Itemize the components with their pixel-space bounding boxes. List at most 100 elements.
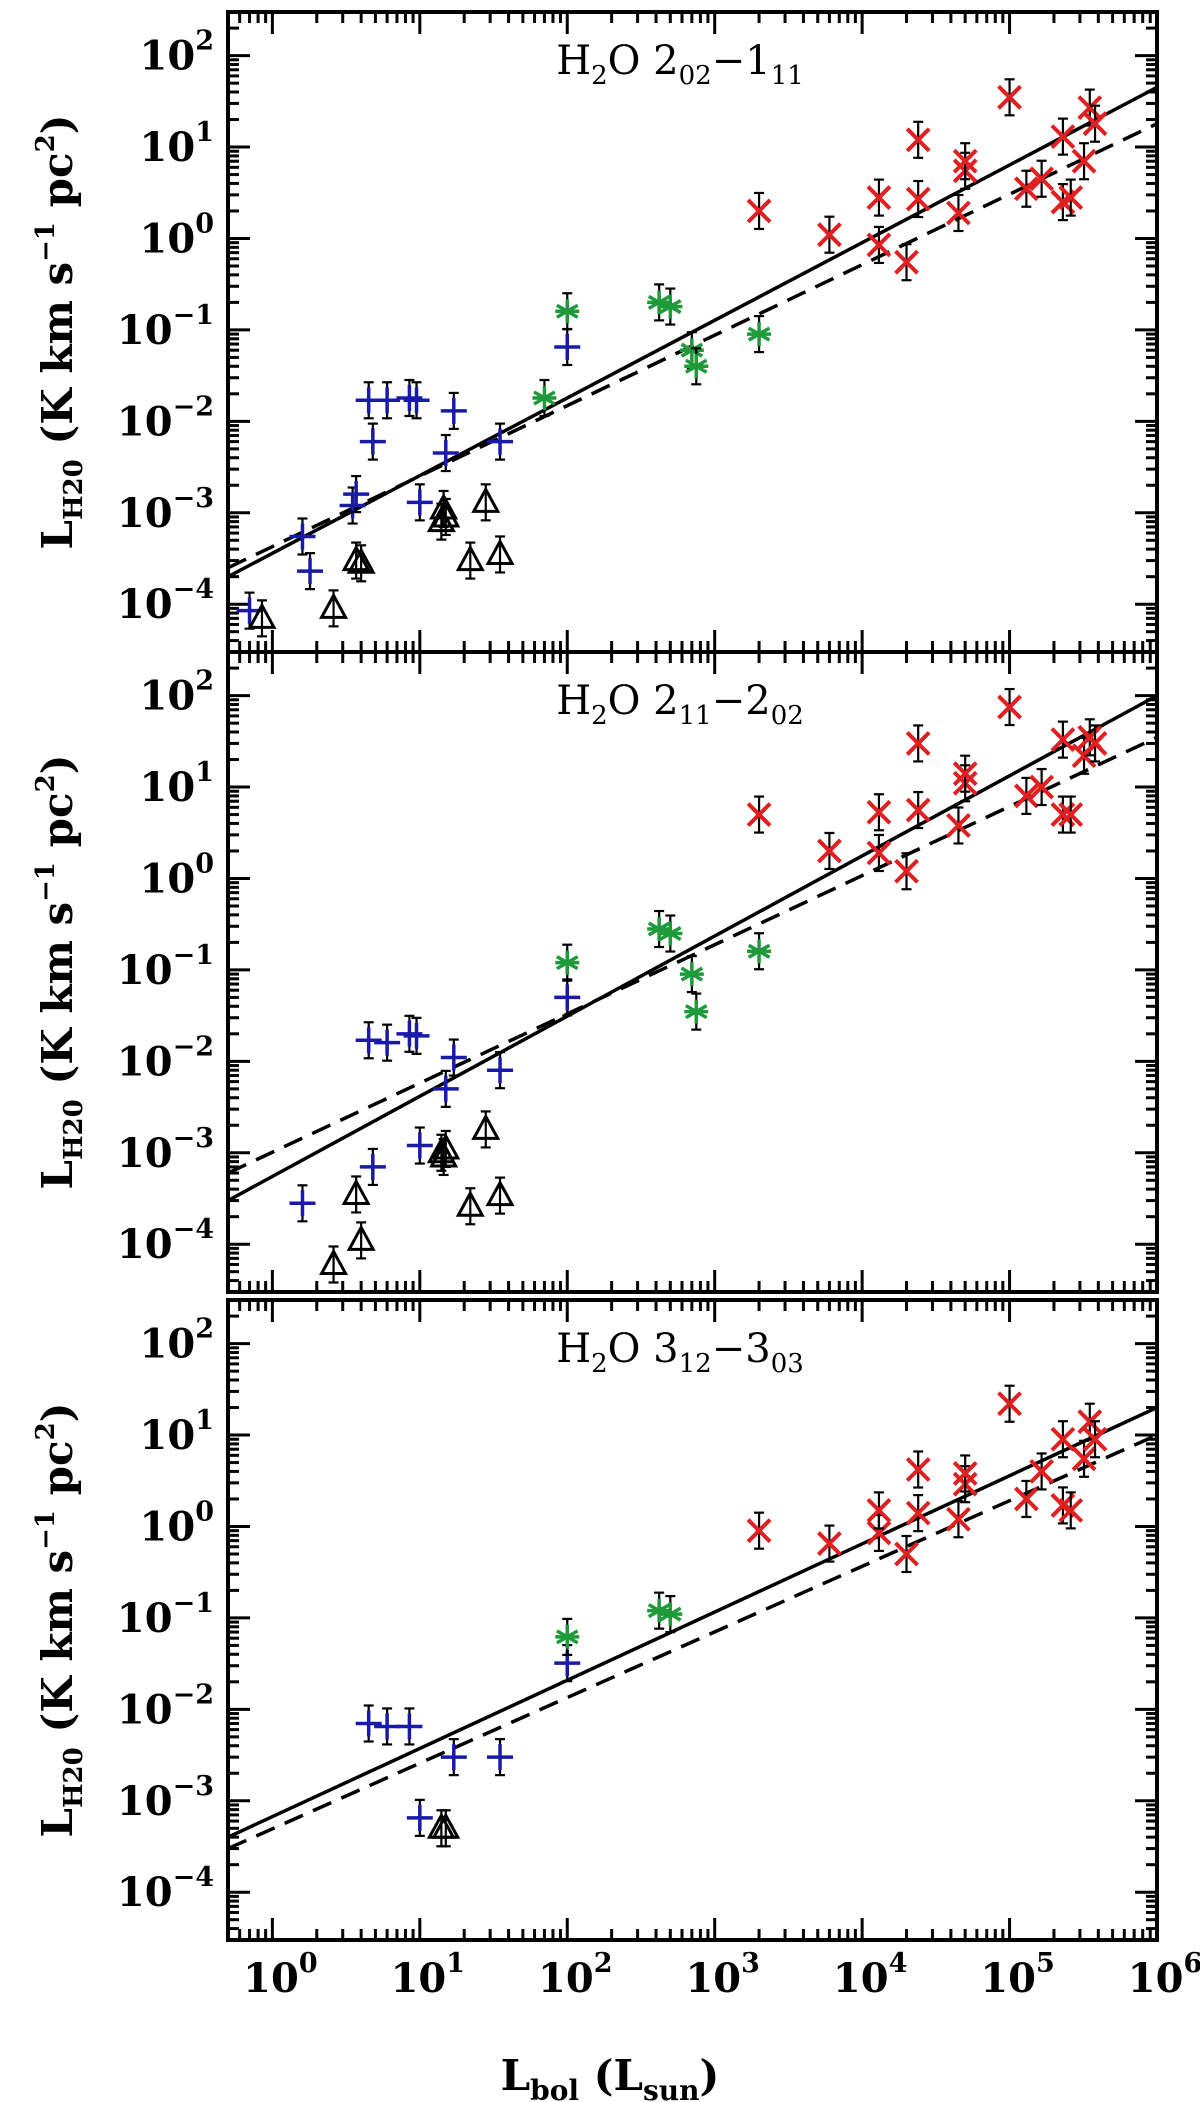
point-black-triangle xyxy=(431,497,461,537)
point-red-cross xyxy=(1082,1420,1108,1459)
fit-lines xyxy=(228,1405,1157,1851)
series-black-triangle xyxy=(319,1110,515,1284)
point-red-cross xyxy=(946,193,971,233)
point-red-cross xyxy=(746,191,772,231)
x-tick-label: 104 xyxy=(833,1948,907,2002)
point-red-cross xyxy=(1071,142,1097,181)
point-blue-plus xyxy=(487,1738,514,1777)
point-black-triangle xyxy=(247,599,277,638)
point-blue-plus xyxy=(289,1184,316,1223)
point-red-cross xyxy=(1050,1420,1076,1459)
point-blue-plus xyxy=(355,1021,382,1060)
point-red-cross xyxy=(905,1494,931,1533)
cross-marker xyxy=(997,1391,1022,1417)
point-red-cross xyxy=(894,1534,919,1574)
cross-marker xyxy=(1013,176,1039,202)
point-blue-plus xyxy=(297,552,324,591)
y-tick-label: 10−1 xyxy=(117,300,214,354)
point-green-asterisk xyxy=(647,283,672,322)
point-red-cross xyxy=(1058,795,1084,834)
point-black-triangle xyxy=(431,1129,461,1169)
y-tick-label: 102 xyxy=(140,1314,214,1368)
cross-marker xyxy=(1071,148,1097,174)
point-black-triangle xyxy=(319,589,349,628)
x-tick-label: 100 xyxy=(243,1948,317,2002)
cross-marker xyxy=(952,148,978,174)
point-red-cross xyxy=(1013,1479,1039,1519)
cross-marker xyxy=(1029,1459,1055,1484)
y-tick-label: 102 xyxy=(140,26,214,80)
triangle-marker xyxy=(471,486,501,513)
x-tick-label: 105 xyxy=(980,1948,1054,2002)
cross-marker xyxy=(946,1506,971,1532)
y-tick-label: 101 xyxy=(140,757,214,811)
y-tick-label: 100 xyxy=(140,208,214,262)
y-tick-label: 102 xyxy=(140,666,214,720)
cross-marker xyxy=(946,200,971,226)
point-red-cross xyxy=(1029,767,1055,807)
cross-marker xyxy=(866,232,892,258)
cross-marker xyxy=(866,1497,892,1523)
point-red-cross xyxy=(997,78,1022,117)
point-green-asterisk xyxy=(684,347,709,386)
point-black-triangle xyxy=(341,1175,371,1214)
cross-marker xyxy=(866,799,892,825)
y-tick-label: 10−2 xyxy=(117,391,214,445)
point-blue-plus xyxy=(374,381,401,420)
fit-line-solid xyxy=(228,694,1157,1203)
y-tick-label: 10−1 xyxy=(117,1588,214,1642)
point-red-cross xyxy=(1058,178,1084,217)
cross-marker xyxy=(1077,95,1103,121)
series-green-asterisk xyxy=(555,909,772,1031)
point-blue-plus xyxy=(403,1016,430,1055)
point-blue-plus xyxy=(432,433,459,473)
series-red-cross xyxy=(746,687,1108,891)
fit-line-dashed xyxy=(228,1433,1157,1851)
point-green-asterisk xyxy=(679,331,704,370)
cross-marker xyxy=(746,802,772,827)
point-red-cross xyxy=(817,831,842,871)
point-blue-plus xyxy=(554,327,581,367)
point-red-cross xyxy=(997,687,1022,727)
cross-marker xyxy=(952,1461,978,1486)
cross-marker xyxy=(905,127,931,153)
point-blue-plus xyxy=(355,1704,382,1743)
fit-line-solid xyxy=(228,1405,1157,1839)
data-points xyxy=(355,1384,1108,1848)
data-points xyxy=(289,687,1108,1284)
point-red-cross xyxy=(952,754,978,793)
panel-1: 10−4 10−3 10−2 10−1 100 101 102 LH20 (K km s−1 … xyxy=(31,10,1159,654)
point-green-asterisk xyxy=(747,314,772,354)
triangle-marker xyxy=(471,1113,501,1140)
point-blue-plus xyxy=(487,1051,514,1090)
point-green-asterisk xyxy=(555,292,580,331)
x-axis-label: Lbol (Lsun) xyxy=(501,2051,720,2102)
cross-marker xyxy=(952,761,978,787)
point-red-cross xyxy=(946,1500,971,1539)
point-red-cross xyxy=(1077,1402,1103,1441)
cross-marker xyxy=(746,198,772,224)
data-points xyxy=(236,78,1108,638)
point-red-cross xyxy=(952,142,978,181)
point-red-cross xyxy=(952,1454,978,1493)
point-black-triangle xyxy=(319,1245,349,1284)
point-red-cross xyxy=(866,1491,892,1530)
point-green-asterisk xyxy=(555,943,580,982)
series-blue-plus xyxy=(289,978,581,1223)
cross-marker xyxy=(905,1457,931,1482)
cross-marker xyxy=(1058,1497,1084,1523)
point-red-cross xyxy=(1013,776,1039,816)
x-tick-label: 102 xyxy=(538,1948,612,2002)
triangle-marker xyxy=(455,544,485,572)
point-black-triangle xyxy=(485,535,515,574)
point-blue-plus xyxy=(339,486,366,525)
cross-marker xyxy=(1071,1446,1097,1472)
point-red-cross xyxy=(905,120,931,159)
series-blue-plus xyxy=(236,327,581,630)
y-tick-label: 10−4 xyxy=(117,1862,214,1916)
y-tick-label: 10−2 xyxy=(117,1679,214,1733)
point-black-triangle xyxy=(485,1176,515,1215)
cross-marker xyxy=(1058,802,1084,827)
point-red-cross xyxy=(1029,1452,1055,1491)
point-green-asterisk xyxy=(658,914,683,953)
